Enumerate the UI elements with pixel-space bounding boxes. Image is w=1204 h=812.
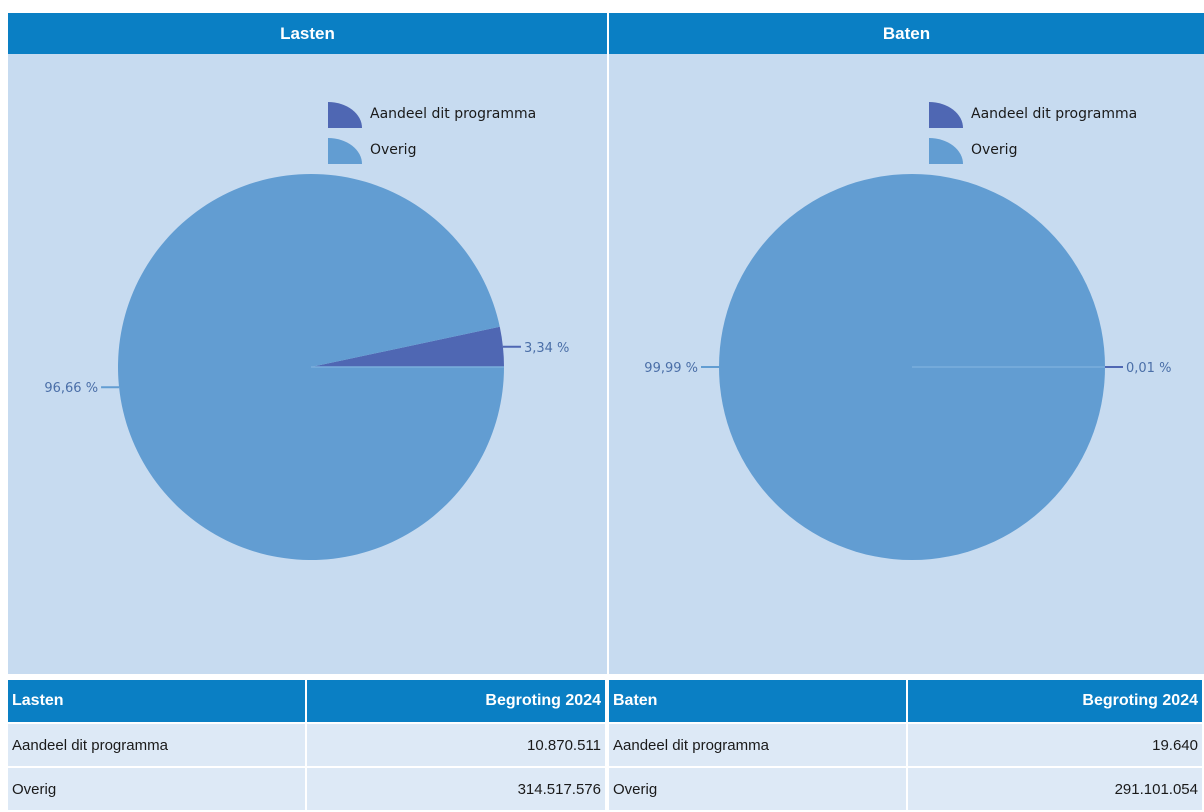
baten-col-header: Baten xyxy=(609,680,908,724)
table-row: Aandeel dit programma 10.870.511 xyxy=(8,724,607,768)
legend-label: Aandeel dit programma xyxy=(971,106,1137,122)
data-label: 0,01 % xyxy=(1126,361,1171,376)
baten-table: Baten Begroting 2024 Aandeel dit program… xyxy=(609,680,1204,812)
data-label: 96,66 % xyxy=(44,381,98,396)
row-label: Overig xyxy=(609,768,908,812)
table-row: Overig 291.101.054 xyxy=(609,768,1204,812)
legend-swatch-icon xyxy=(328,102,362,128)
baten-pie-chart: Aandeel dit programma Overig 0,01 % 99,99 % xyxy=(609,54,1204,674)
begroting-col-header: Begroting 2024 xyxy=(307,680,607,724)
legend-swatch-icon xyxy=(929,102,963,128)
table-row: Aandeel dit programma 19.640 xyxy=(609,724,1204,768)
legend-swatch-icon xyxy=(929,138,963,164)
lasten-header: Lasten xyxy=(8,13,607,54)
baten-chart-panel: Aandeel dit programma Overig 0,01 % 99,99 % xyxy=(609,54,1204,674)
row-value: 314.517.576 xyxy=(307,768,607,812)
legend-swatch-icon xyxy=(328,138,362,164)
lasten-chart-panel: Aandeel dit programma Overig 3,34 % 96,66 % xyxy=(8,54,607,674)
legend-label: Overig xyxy=(370,142,416,158)
row-label: Overig xyxy=(8,768,307,812)
row-value: 10.870.511 xyxy=(307,724,607,768)
data-label: 99,99 % xyxy=(644,361,698,376)
row-value: 291.101.054 xyxy=(908,768,1204,812)
row-label: Aandeel dit programma xyxy=(8,724,307,768)
legend-label: Aandeel dit programma xyxy=(370,106,536,122)
baten-header: Baten xyxy=(609,13,1204,54)
data-label: 3,34 % xyxy=(524,341,569,356)
table-row: Overig 314.517.576 xyxy=(8,768,607,812)
legend-label: Overig xyxy=(971,142,1017,158)
table-header-row: Lasten Begroting 2024 xyxy=(8,680,607,724)
lasten-col-header: Lasten xyxy=(8,680,307,724)
lasten-pie-chart: Aandeel dit programma Overig 3,34 % 96,66 % xyxy=(8,54,607,674)
lasten-table: Lasten Begroting 2024 Aandeel dit progra… xyxy=(8,680,607,812)
row-value: 19.640 xyxy=(908,724,1204,768)
begroting-col-header: Begroting 2024 xyxy=(908,680,1204,724)
table-header-row: Baten Begroting 2024 xyxy=(609,680,1204,724)
row-label: Aandeel dit programma xyxy=(609,724,908,768)
